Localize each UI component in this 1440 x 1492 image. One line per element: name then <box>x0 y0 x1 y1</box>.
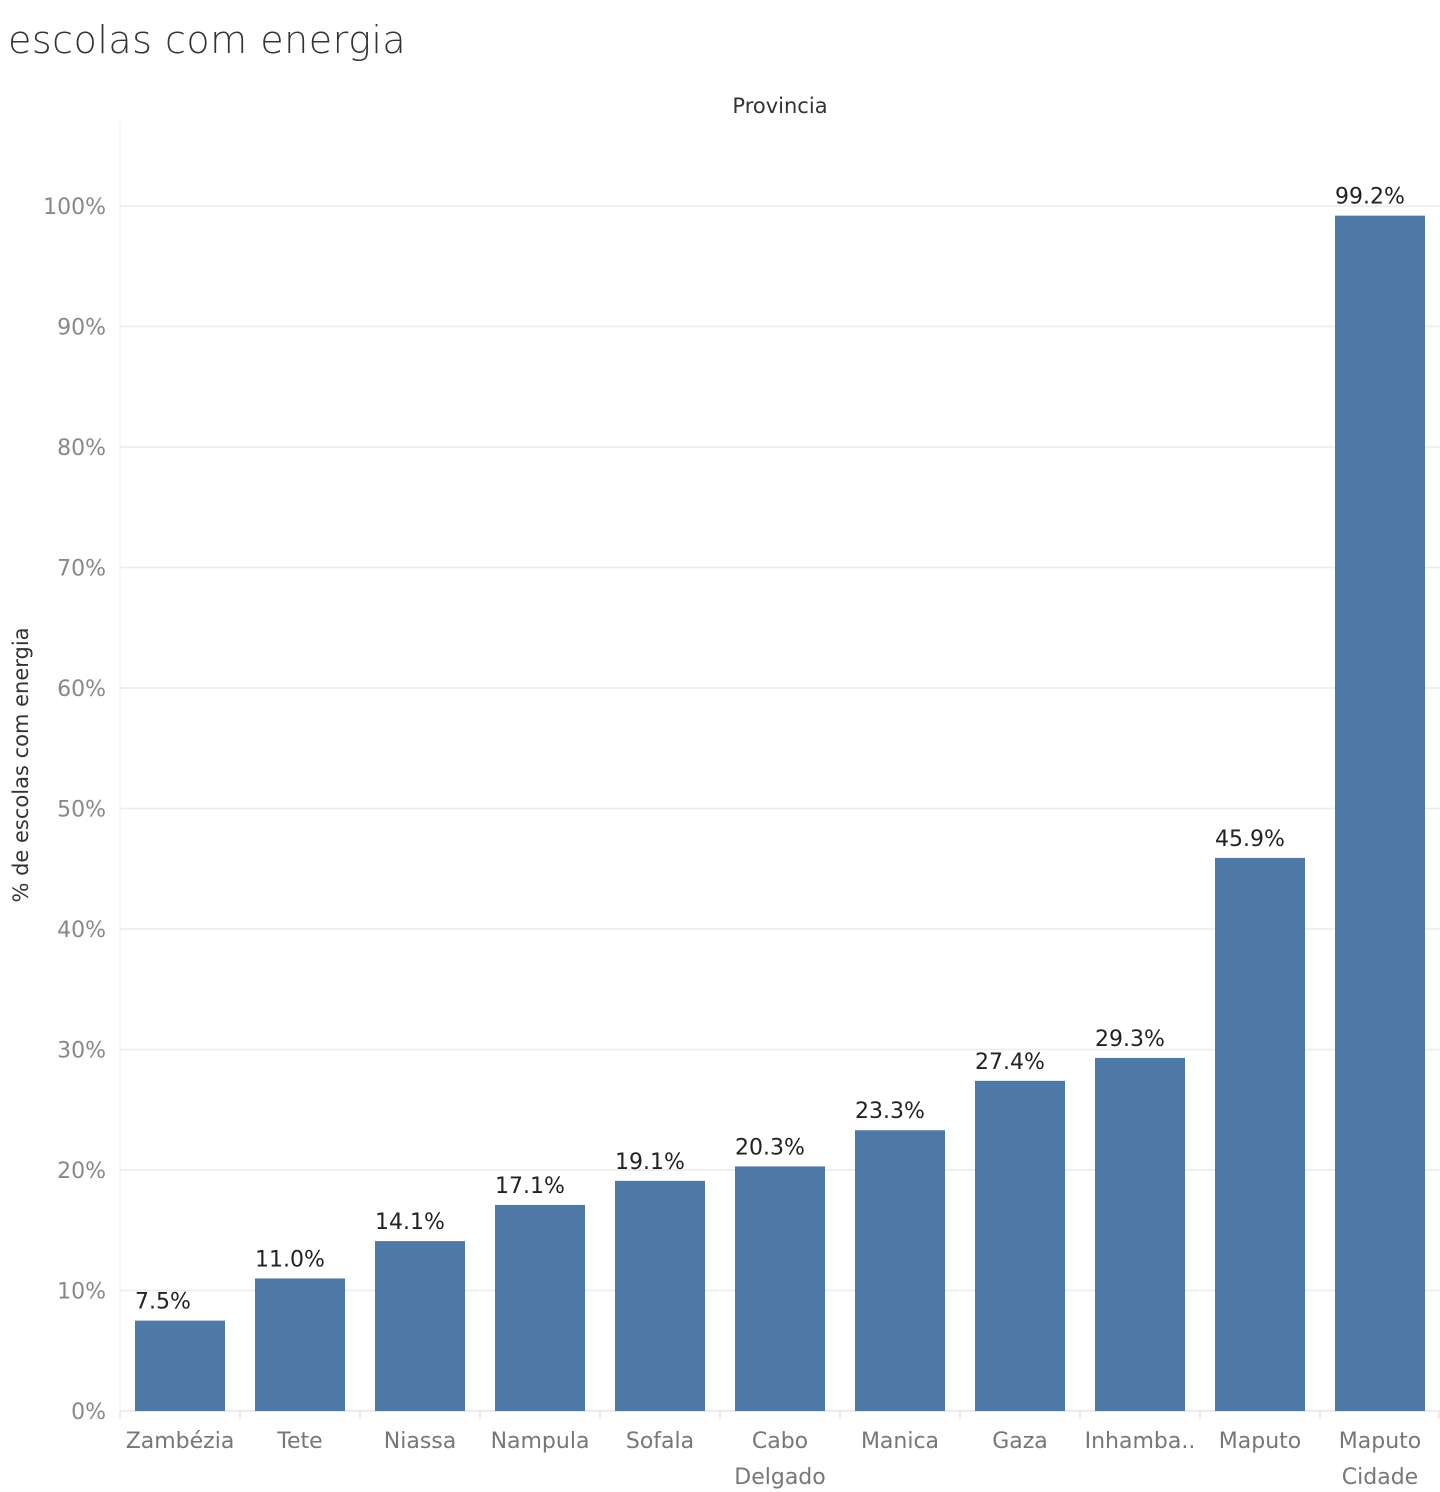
data-label: 7.5% <box>135 1290 191 1315</box>
bar[interactable] <box>1335 215 1425 1411</box>
data-labels: 7.5% 11.0% 14.1% 17.1% 19.1% 20.3% 23.3% 27.4% 2… <box>135 185 1405 1315</box>
data-label: 99.2% <box>1335 185 1405 210</box>
bar[interactable] <box>735 1166 825 1411</box>
x-tick-label: Niassa <box>384 1429 456 1454</box>
x-tick-label-line: Tete <box>276 1429 322 1454</box>
x-tick-label-line: Nampula <box>491 1429 590 1454</box>
y-tick-label: 90% <box>57 316 106 341</box>
x-tick-label-line: Maputo <box>1219 1429 1301 1454</box>
x-tick-label: Tete <box>276 1429 322 1454</box>
x-tick-label: Maputo <box>1219 1429 1301 1454</box>
y-axis-title: % de escolas com energia <box>9 627 33 902</box>
data-label: 29.3% <box>1095 1027 1165 1052</box>
x-tick-label: Nampula <box>491 1429 590 1454</box>
x-tick-label: Maputo Cidade <box>1339 1429 1421 1490</box>
bar[interactable] <box>255 1278 345 1411</box>
y-tick-label: 40% <box>57 918 106 943</box>
x-tick-label: Inhamba.. <box>1085 1429 1196 1454</box>
y-tick-label: 50% <box>57 798 106 823</box>
y-tick-label: 70% <box>57 557 106 582</box>
chart-title: escolas com energia <box>8 18 407 62</box>
x-tick-label-line: Delgado <box>734 1465 825 1490</box>
x-axis-ticks: Zambézia Tete Niassa Nampula Sofala Cabo Delga… <box>126 1429 1422 1490</box>
bar[interactable] <box>495 1204 585 1411</box>
x-tick-label-line: Manica <box>861 1429 939 1454</box>
bar[interactable] <box>1095 1057 1185 1411</box>
data-label: 14.1% <box>375 1210 445 1235</box>
x-tick-label: Zambézia <box>126 1429 235 1454</box>
x-tick-label: Manica <box>861 1429 939 1454</box>
x-axis-title: Provincia <box>732 94 827 118</box>
bar[interactable] <box>855 1130 945 1411</box>
data-label: 19.1% <box>615 1150 685 1175</box>
x-tick-label-line: Inhamba.. <box>1085 1429 1196 1454</box>
x-tick-label-line: Zambézia <box>126 1429 235 1454</box>
data-label: 27.4% <box>975 1050 1045 1075</box>
data-label: 11.0% <box>255 1247 325 1272</box>
x-tick-label: Sofala <box>626 1429 694 1454</box>
y-tick-label: 80% <box>57 436 106 461</box>
y-tick-label: 30% <box>57 1039 106 1064</box>
y-tick-label: 20% <box>57 1159 106 1184</box>
y-tick-label: 100% <box>43 195 106 220</box>
data-label: 45.9% <box>1215 827 1285 852</box>
x-tick-label-line: Sofala <box>626 1429 694 1454</box>
x-tick-label-line: Cidade <box>1342 1465 1418 1490</box>
y-tick-label: 10% <box>57 1280 106 1305</box>
data-label: 17.1% <box>495 1174 565 1199</box>
bar[interactable] <box>1215 857 1305 1411</box>
bar[interactable] <box>135 1320 225 1411</box>
x-tick-label: Gaza <box>992 1429 1048 1454</box>
bar[interactable] <box>615 1180 705 1411</box>
y-tick-label: 60% <box>57 677 106 702</box>
data-label: 20.3% <box>735 1135 805 1160</box>
bars <box>135 215 1425 1411</box>
x-tick-label-line: Cabo <box>752 1429 808 1454</box>
bar[interactable] <box>375 1241 465 1411</box>
y-axis-ticks: 0% 10% 20% 30% 40% 50% 60% 70% 80% 90% 100% <box>43 195 106 1425</box>
data-label: 23.3% <box>855 1099 925 1124</box>
bar[interactable] <box>975 1080 1065 1411</box>
x-tick-label-line: Niassa <box>384 1429 456 1454</box>
x-tick-label-line: Gaza <box>992 1429 1048 1454</box>
y-tick-label: 0% <box>71 1400 106 1425</box>
x-tick-label: Cabo Delgado <box>734 1429 825 1490</box>
x-tick-label-line: Maputo <box>1339 1429 1421 1454</box>
